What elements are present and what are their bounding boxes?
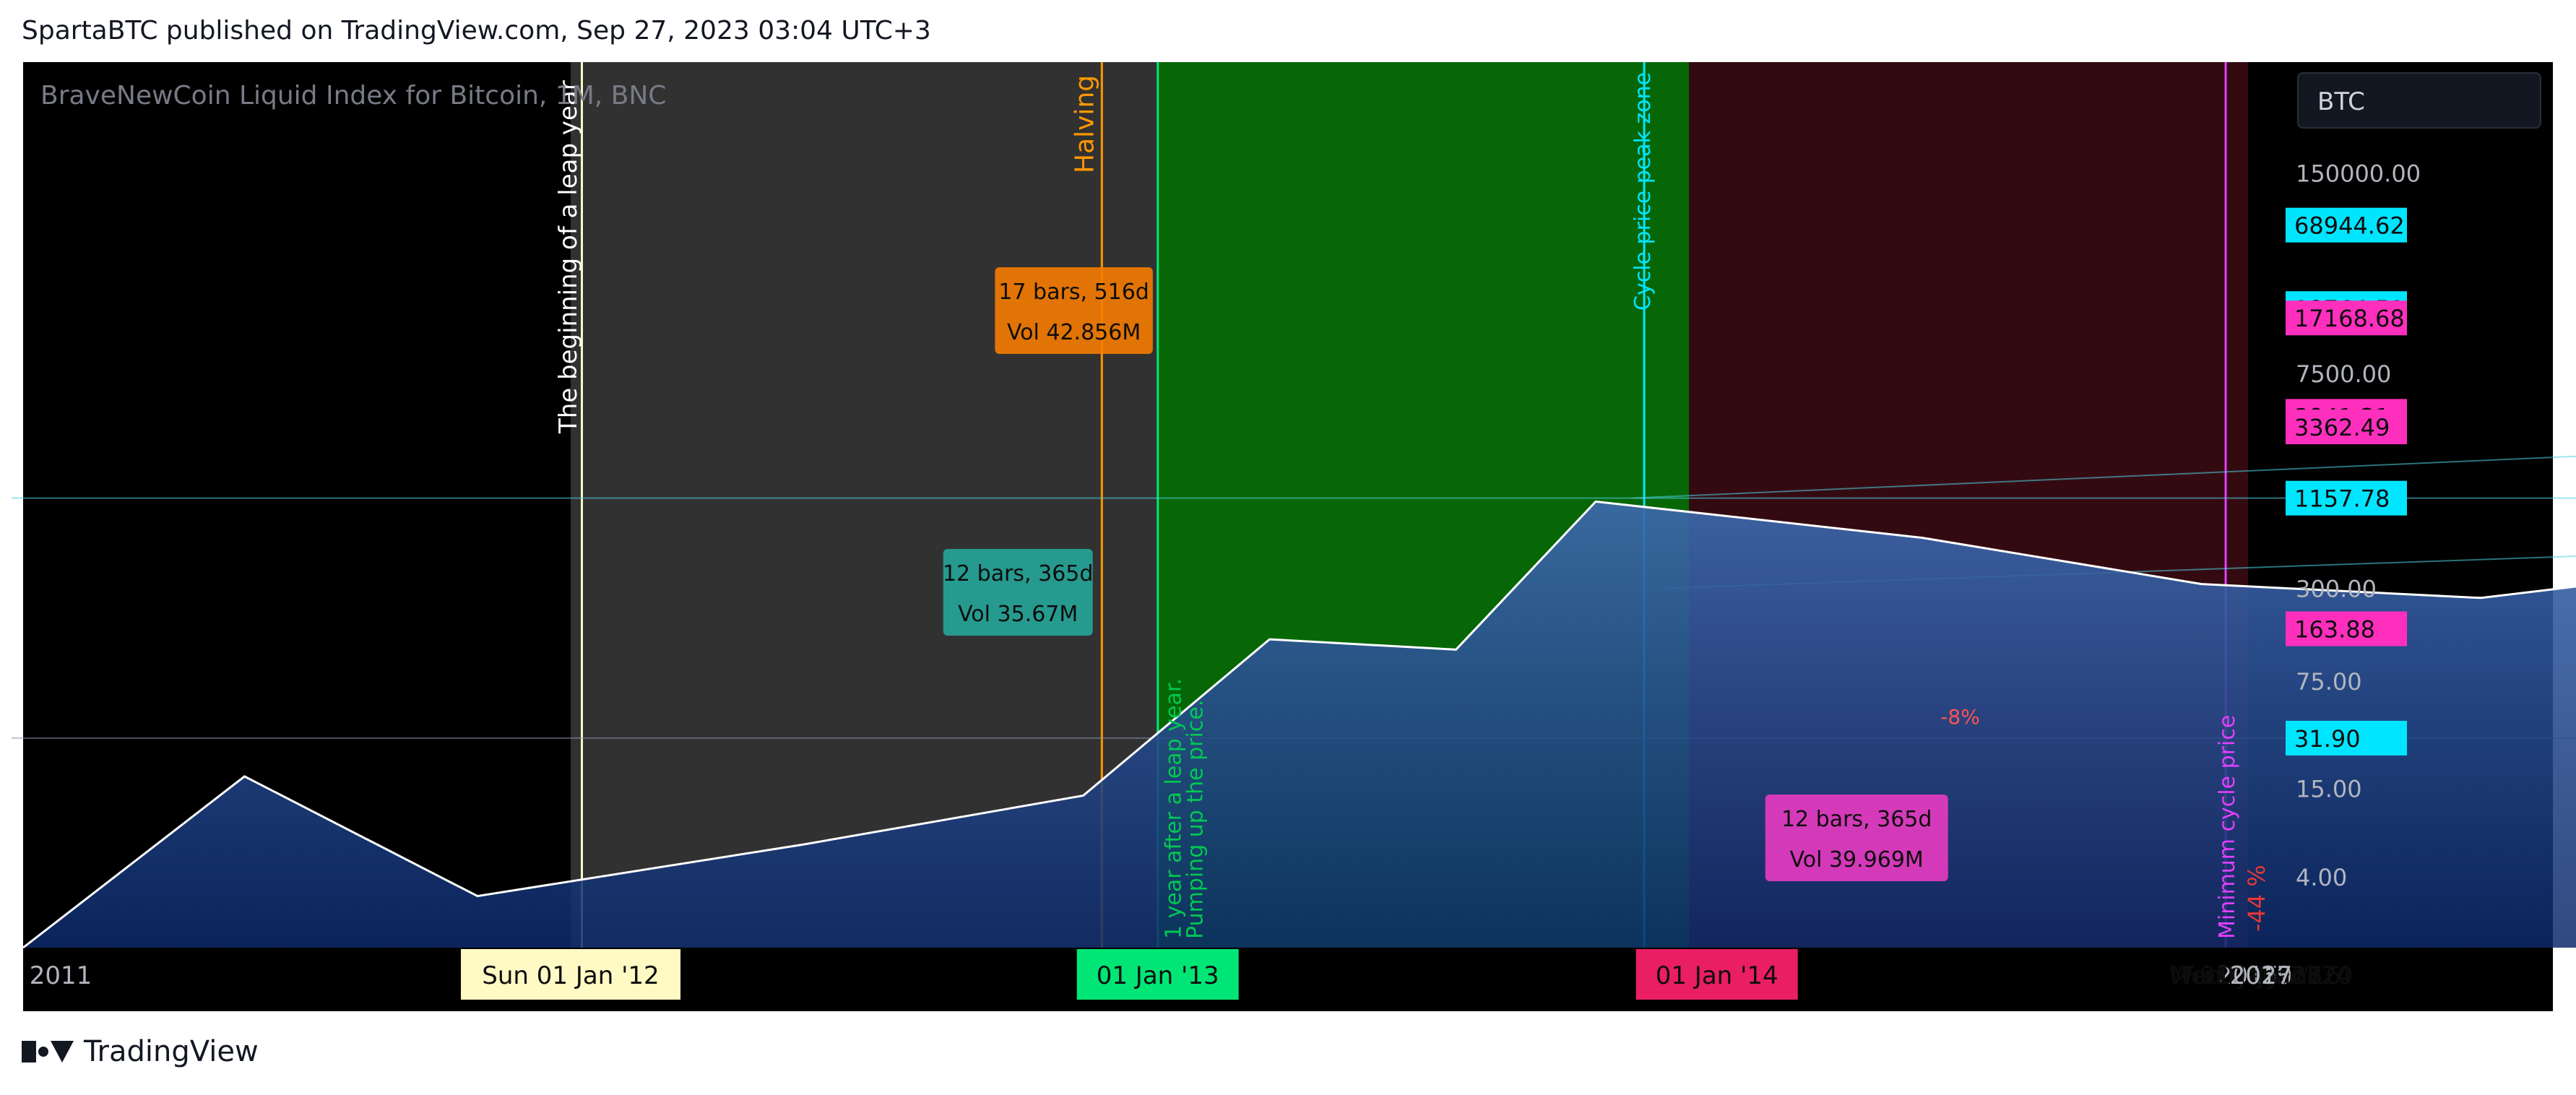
- price-tag: [2286, 300, 2407, 336]
- price-tag: [2286, 207, 2407, 243]
- time-tick-label: Fri 01 Jan '16: [2181, 961, 2341, 990]
- time-tick-label: 01 Jan '26: [2200, 961, 2322, 990]
- measure-box: [943, 549, 1093, 636]
- price-tag-label: 68944.62: [2294, 212, 2405, 240]
- time-tick-label: 01 Jan '21: [2200, 961, 2322, 990]
- halving-label-c1: Halving: [1070, 75, 1099, 173]
- time-tick-label: 01 Jan '18: [2200, 961, 2322, 990]
- price-tag: [2286, 720, 2407, 756]
- time-tick-label: 2011: [30, 961, 92, 990]
- peak-zone-label-c1: Cycle price peak zone: [1630, 72, 1656, 311]
- logo-text: TradingView: [84, 1035, 259, 1068]
- price-tick-label: 300.00: [2296, 576, 2377, 603]
- chart-title: BraveNewCoin Liquid Index for Bitcoin, 1…: [40, 81, 667, 111]
- measure-bars-label: 17 bars, 516d: [998, 280, 1149, 305]
- pump-label-line2-c1: Pumping up the price.: [1183, 700, 1209, 939]
- time-tick-label: 2019: [2230, 961, 2293, 990]
- time-tick-label: 01 Jan '22: [2200, 961, 2322, 990]
- price-tick-label: 15.00: [2296, 776, 2362, 803]
- time-tick-label: 2015: [2217, 961, 2280, 990]
- price-tag-label: 3362.49: [2294, 414, 2390, 441]
- min-price-label-c1: Minimum cycle price: [2215, 715, 2240, 939]
- time-tick-label: 2027: [2230, 961, 2293, 990]
- tradingview-logo-icon: [22, 1041, 74, 1062]
- price-tag: [2286, 410, 2407, 445]
- price-tag-label: 31.90: [2294, 725, 2361, 753]
- measure-box: [1765, 795, 1948, 881]
- pump-label-line1-c1: 1 year after a leap year.: [1162, 678, 1187, 939]
- leap-year-label-c1: The beginning of a leap year: [554, 80, 583, 434]
- price-tag-label: 1157.78: [2294, 485, 2390, 513]
- tradingview-logo[interactable]: TradingView: [22, 1035, 259, 1068]
- time-tag: [461, 949, 680, 1000]
- price-tick-label: 75.00: [2296, 668, 2362, 696]
- price-tag: [2286, 480, 2407, 516]
- symbol-search-box[interactable]: BTC: [2297, 72, 2541, 129]
- measure-volume-label: Vol 35.67M: [958, 602, 1078, 627]
- time-tick-label: Mon 01 Jan '24: [2170, 961, 2352, 990]
- partial-drawdown-label: -8%: [1940, 705, 1980, 729]
- measure-volume-label: Vol 39.969M: [1790, 847, 1924, 873]
- price-tick-label: 4.00: [2296, 864, 2347, 891]
- measure-box: [995, 267, 1153, 354]
- time-tick-label: 01 Jan '17: [2200, 961, 2322, 990]
- time-tick-label: 01 Jan '13: [1097, 961, 1219, 990]
- price-tag-label: 17168.68: [2294, 305, 2405, 332]
- drawdown-2015-label: -44 %: [2243, 865, 2270, 932]
- price-line: [22, 500, 2576, 949]
- publish-header: SpartaBTC published on TradingView.com, …: [22, 16, 931, 46]
- price-tick-label: 7500.00: [2296, 360, 2391, 388]
- price-tick-label: 150000.00: [2296, 160, 2421, 188]
- time-tick-label: 01 Jan '25: [2200, 961, 2322, 990]
- time-tick-label: 2023: [2230, 961, 2293, 990]
- time-tick-label: 01 Jan '14: [1656, 961, 1778, 990]
- price-tag: [2286, 611, 2407, 646]
- measure-bars-label: 12 bars, 365d: [1781, 807, 1932, 832]
- time-tick-label: Wed 01 Jan '20: [2169, 961, 2354, 990]
- price-tag-label: 163.88: [2294, 616, 2375, 644]
- measure-volume-label: Vol 42.856M: [1007, 320, 1141, 345]
- time-tag: [1635, 949, 1798, 1000]
- measure-bars-label: 12 bars, 365d: [943, 561, 1093, 587]
- time-tag: [1076, 949, 1239, 1000]
- time-tick-label: Sun 01 Jan '12: [482, 961, 659, 990]
